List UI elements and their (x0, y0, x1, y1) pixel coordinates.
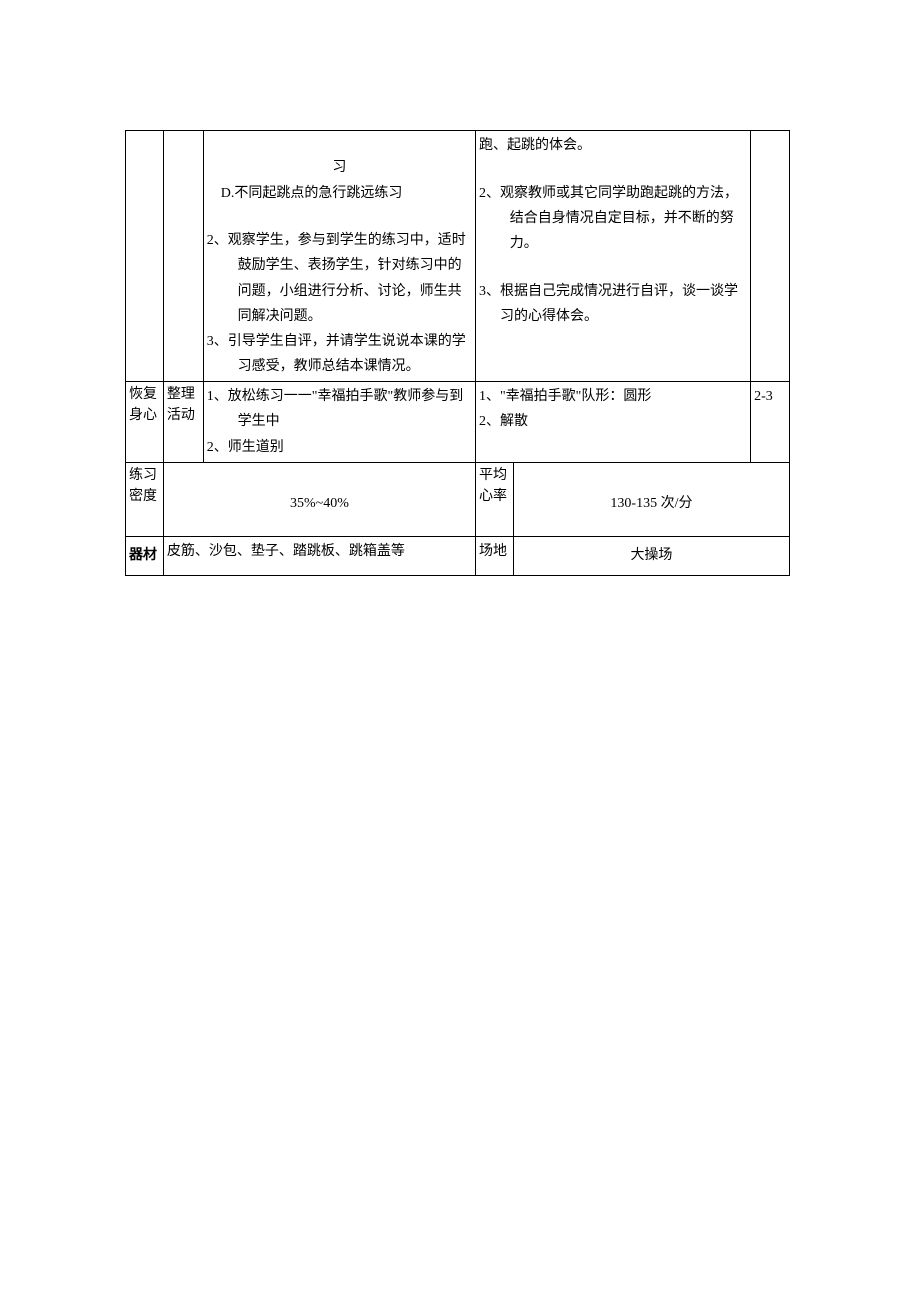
recovery-student-2: 2、解散 (479, 409, 747, 434)
recovery-teacher-2: 2、师生道别 (207, 435, 472, 460)
recovery-time: 2-3 (751, 382, 789, 462)
student-line-2: 2、观察教师或其它同学助跑起跳的方法，结合自身情况自定目标，并不断的努力。 (479, 181, 747, 257)
tidy-activity-label: 整理活动 (164, 382, 204, 462)
equipment-row: 器材 皮筋、沙包、垫子、踏跳板、跳箱盖等 场地 大操场 (126, 537, 789, 575)
venue-label: 场地 (476, 537, 514, 575)
equipment-label: 器材 (126, 537, 164, 575)
teacher-activity-cell: 习 D.不同起跳点的急行跳远练习 2、观察学生，参与到学生的练习中，适时鼓励学生… (204, 131, 476, 381)
student-activity-cell: 跑、起跳的体会。 2、观察教师或其它同学助跑起跳的方法，结合自身情况自定目标，并… (476, 131, 751, 381)
heartrate-label: 平均心率 (476, 463, 514, 536)
recovery-teacher-1: 1、放松练习一一"幸福拍手歌"教师参与到学生中 (207, 384, 472, 434)
density-row: 练习密度 35%~40% 平均心率 130-135 次/分 (126, 463, 789, 537)
teacher-line-xi: 习 (207, 155, 472, 180)
teaching-row: 习 D.不同起跳点的急行跳远练习 2、观察学生，参与到学生的练习中，适时鼓励学生… (126, 131, 789, 382)
r1-label1 (126, 131, 164, 381)
lesson-plan-table: 习 D.不同起跳点的急行跳远练习 2、观察学生，参与到学生的练习中，适时鼓励学生… (125, 130, 790, 576)
r1-time (751, 131, 789, 381)
density-label: 练习密度 (126, 463, 164, 536)
teacher-line-2: 2、观察学生，参与到学生的练习中，适时鼓励学生、表扬学生，针对练习中的问题，小组… (207, 228, 472, 329)
heartrate-value: 130-135 次/分 (514, 463, 789, 536)
venue-value: 大操场 (514, 537, 789, 575)
recovery-teacher-cell: 1、放松练习一一"幸福拍手歌"教师参与到学生中 2、师生道别 (204, 382, 476, 462)
recovery-student-1: 1、"幸福拍手歌"队形：圆形 (479, 384, 747, 409)
teacher-line-3: 3、引导学生自评，并请学生说说本课的学习感受，教师总结本课情况。 (207, 329, 472, 379)
recovery-label: 恢复身心 (126, 382, 164, 462)
recovery-row: 恢复身心 整理活动 1、放松练习一一"幸福拍手歌"教师参与到学生中 2、师生道别… (126, 382, 789, 463)
teacher-line-d: D.不同起跳点的急行跳远练习 (207, 181, 472, 206)
density-value: 35%~40% (164, 463, 476, 536)
r1-label2 (164, 131, 204, 381)
recovery-student-cell: 1、"幸福拍手歌"队形：圆形 2、解散 (476, 382, 751, 462)
student-line-3: 3、根据自己完成情况进行自评，谈一谈学习的心得体会。 (479, 279, 747, 329)
student-line-1: 跑、起跳的体会。 (479, 133, 747, 158)
equipment-value: 皮筋、沙包、垫子、踏跳板、跳箱盖等 (164, 537, 476, 575)
